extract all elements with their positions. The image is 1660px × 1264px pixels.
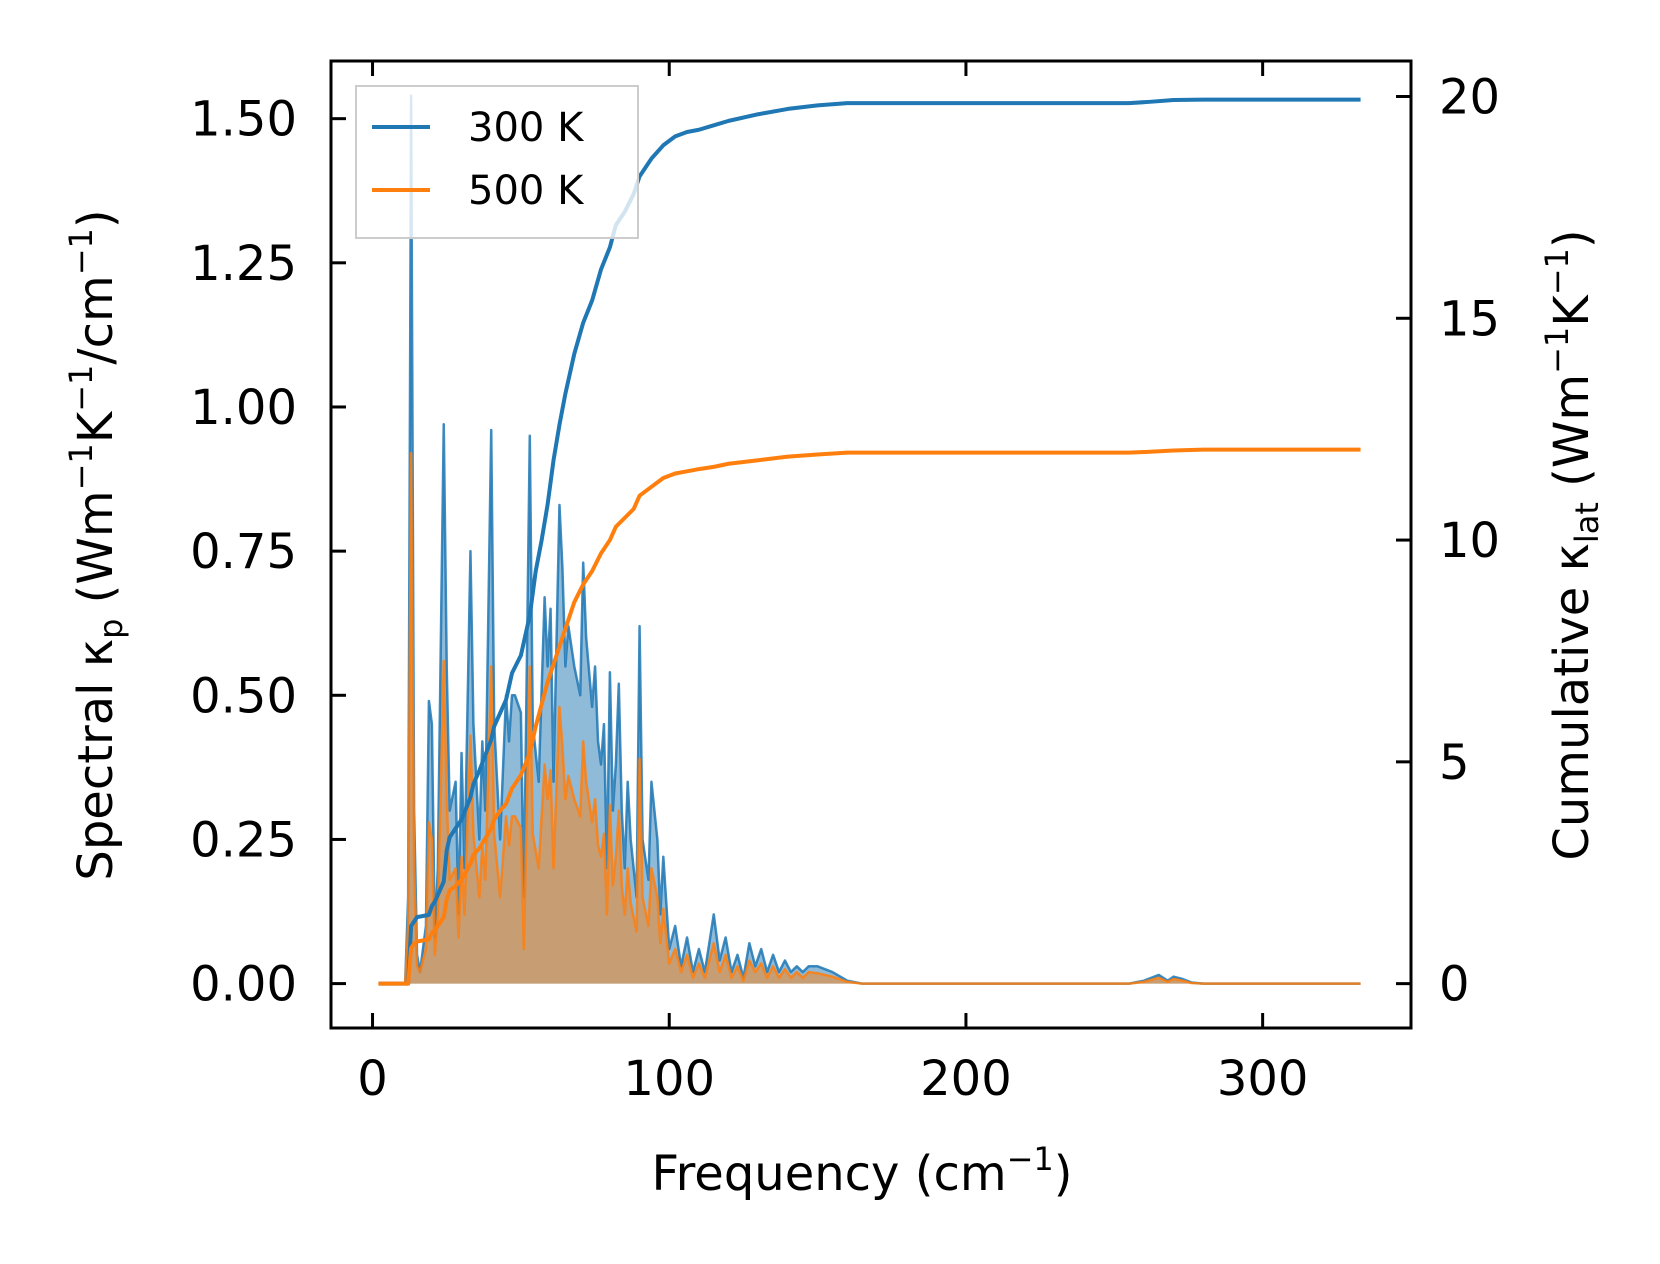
y-right-tick-label: 0 bbox=[1439, 957, 1470, 1013]
spectral-fill-500k bbox=[378, 453, 1361, 984]
y-left-tick-label: 1.50 bbox=[190, 92, 297, 148]
axis-ticks: 0 100 200 300 0.00 0.25 0.50 0.75 1.00 1.25 1.50 0 5… bbox=[190, 61, 1500, 1107]
y-axis-left-title: Spectral κp (Wm−1K−1/cm−1) bbox=[62, 209, 130, 880]
y-right-tick-label: 5 bbox=[1439, 735, 1470, 791]
cumulative-line-300k bbox=[378, 97, 1361, 986]
plot-frame bbox=[329, 59, 1413, 1030]
y-left-tick-label: 0.50 bbox=[190, 668, 297, 724]
y-right-tick-label: 20 bbox=[1439, 69, 1500, 125]
x-tick-label: 300 bbox=[1217, 1051, 1309, 1107]
spectral-fills bbox=[378, 95, 1361, 984]
y-left-tick-label: 0.25 bbox=[190, 812, 297, 868]
x-tick-label: 200 bbox=[920, 1051, 1012, 1107]
legend-box bbox=[355, 85, 639, 239]
y-left-tick-label: 1.25 bbox=[190, 236, 297, 292]
legend-label-500k: 500 K bbox=[468, 168, 585, 214]
cumulative-line-500k bbox=[378, 447, 1361, 986]
spectral-line-500k bbox=[378, 451, 1361, 985]
legend-label-300k: 300 K bbox=[468, 105, 585, 151]
legend: 300 K 500 K bbox=[355, 85, 639, 239]
spectral-line-300k bbox=[378, 94, 1361, 985]
y-axis-right-title: Cumulative κlat (Wm−1K−1) bbox=[1538, 229, 1606, 860]
x-tick-label: 0 bbox=[357, 1051, 388, 1107]
x-axis-title: Frequency (cm−1) bbox=[651, 1140, 1072, 1202]
x-tick-label: 100 bbox=[623, 1051, 715, 1107]
y-right-tick-label: 10 bbox=[1439, 513, 1500, 569]
series-lines bbox=[378, 94, 1361, 986]
y-right-tick-label: 15 bbox=[1439, 291, 1500, 347]
y-left-tick-label: 0.00 bbox=[190, 957, 297, 1013]
y-left-tick-label: 1.00 bbox=[190, 380, 297, 436]
y-left-tick-label: 0.75 bbox=[190, 524, 297, 580]
